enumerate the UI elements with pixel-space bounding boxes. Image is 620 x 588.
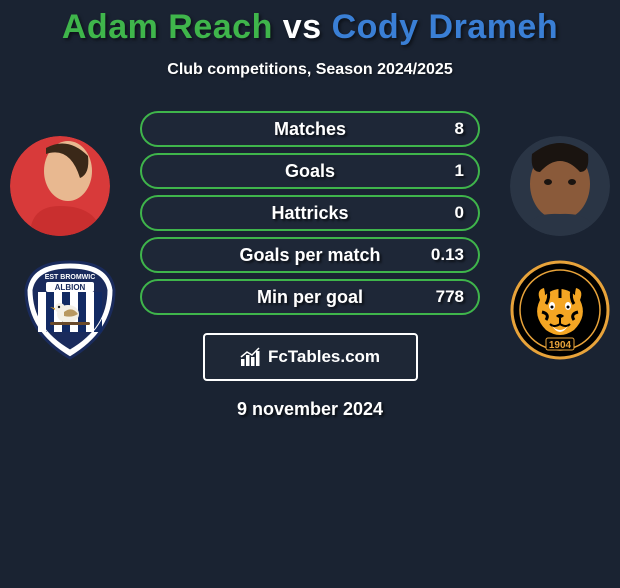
date-label: 9 november 2024 [0, 399, 620, 420]
wba-badge-svg: EST BROMWIC ALBION [20, 260, 120, 360]
stat-row-hattricks: Hattricks 0 [140, 195, 480, 231]
player2-avatar [510, 136, 610, 236]
stat-value: 1 [455, 161, 464, 181]
credit-box: FcTables.com [203, 333, 418, 381]
stat-row-goals: Goals 1 [140, 153, 480, 189]
svg-text:ALBION: ALBION [55, 283, 86, 292]
stat-label: Goals [285, 161, 335, 182]
player1-name: Adam Reach [62, 8, 273, 46]
svg-text:1904: 1904 [549, 340, 572, 351]
stat-row-matches: Matches 8 [140, 111, 480, 147]
player2-name: Cody Drameh [332, 8, 559, 46]
player1-club-badge: EST BROMWIC ALBION [20, 260, 120, 360]
chart-bars-icon [240, 347, 262, 367]
vs-text: vs [273, 8, 332, 46]
stat-label: Matches [274, 119, 346, 140]
hull-badge-svg: 1904 [510, 260, 610, 360]
stat-value: 0.13 [431, 245, 464, 265]
stat-label: Min per goal [257, 287, 363, 308]
stat-value: 8 [455, 119, 464, 139]
comparison-title: Adam Reach vs Cody Drameh [0, 8, 620, 47]
stat-value: 0 [455, 203, 464, 223]
player1-avatar-svg [10, 136, 110, 236]
credit-brand: FcTables.com [268, 347, 380, 367]
stat-label: Hattricks [271, 203, 348, 224]
player2-club-badge: 1904 [510, 260, 610, 360]
player1-avatar [10, 136, 110, 236]
stat-row-goals-per-match: Goals per match 0.13 [140, 237, 480, 273]
season-subtitle: Club competitions, Season 2024/2025 [0, 61, 620, 79]
player2-avatar-svg [510, 136, 610, 236]
stat-value: 778 [436, 287, 464, 307]
svg-text:EST BROMWIC: EST BROMWIC [45, 274, 96, 281]
stat-row-min-per-goal: Min per goal 778 [140, 279, 480, 315]
stat-label: Goals per match [239, 245, 380, 266]
